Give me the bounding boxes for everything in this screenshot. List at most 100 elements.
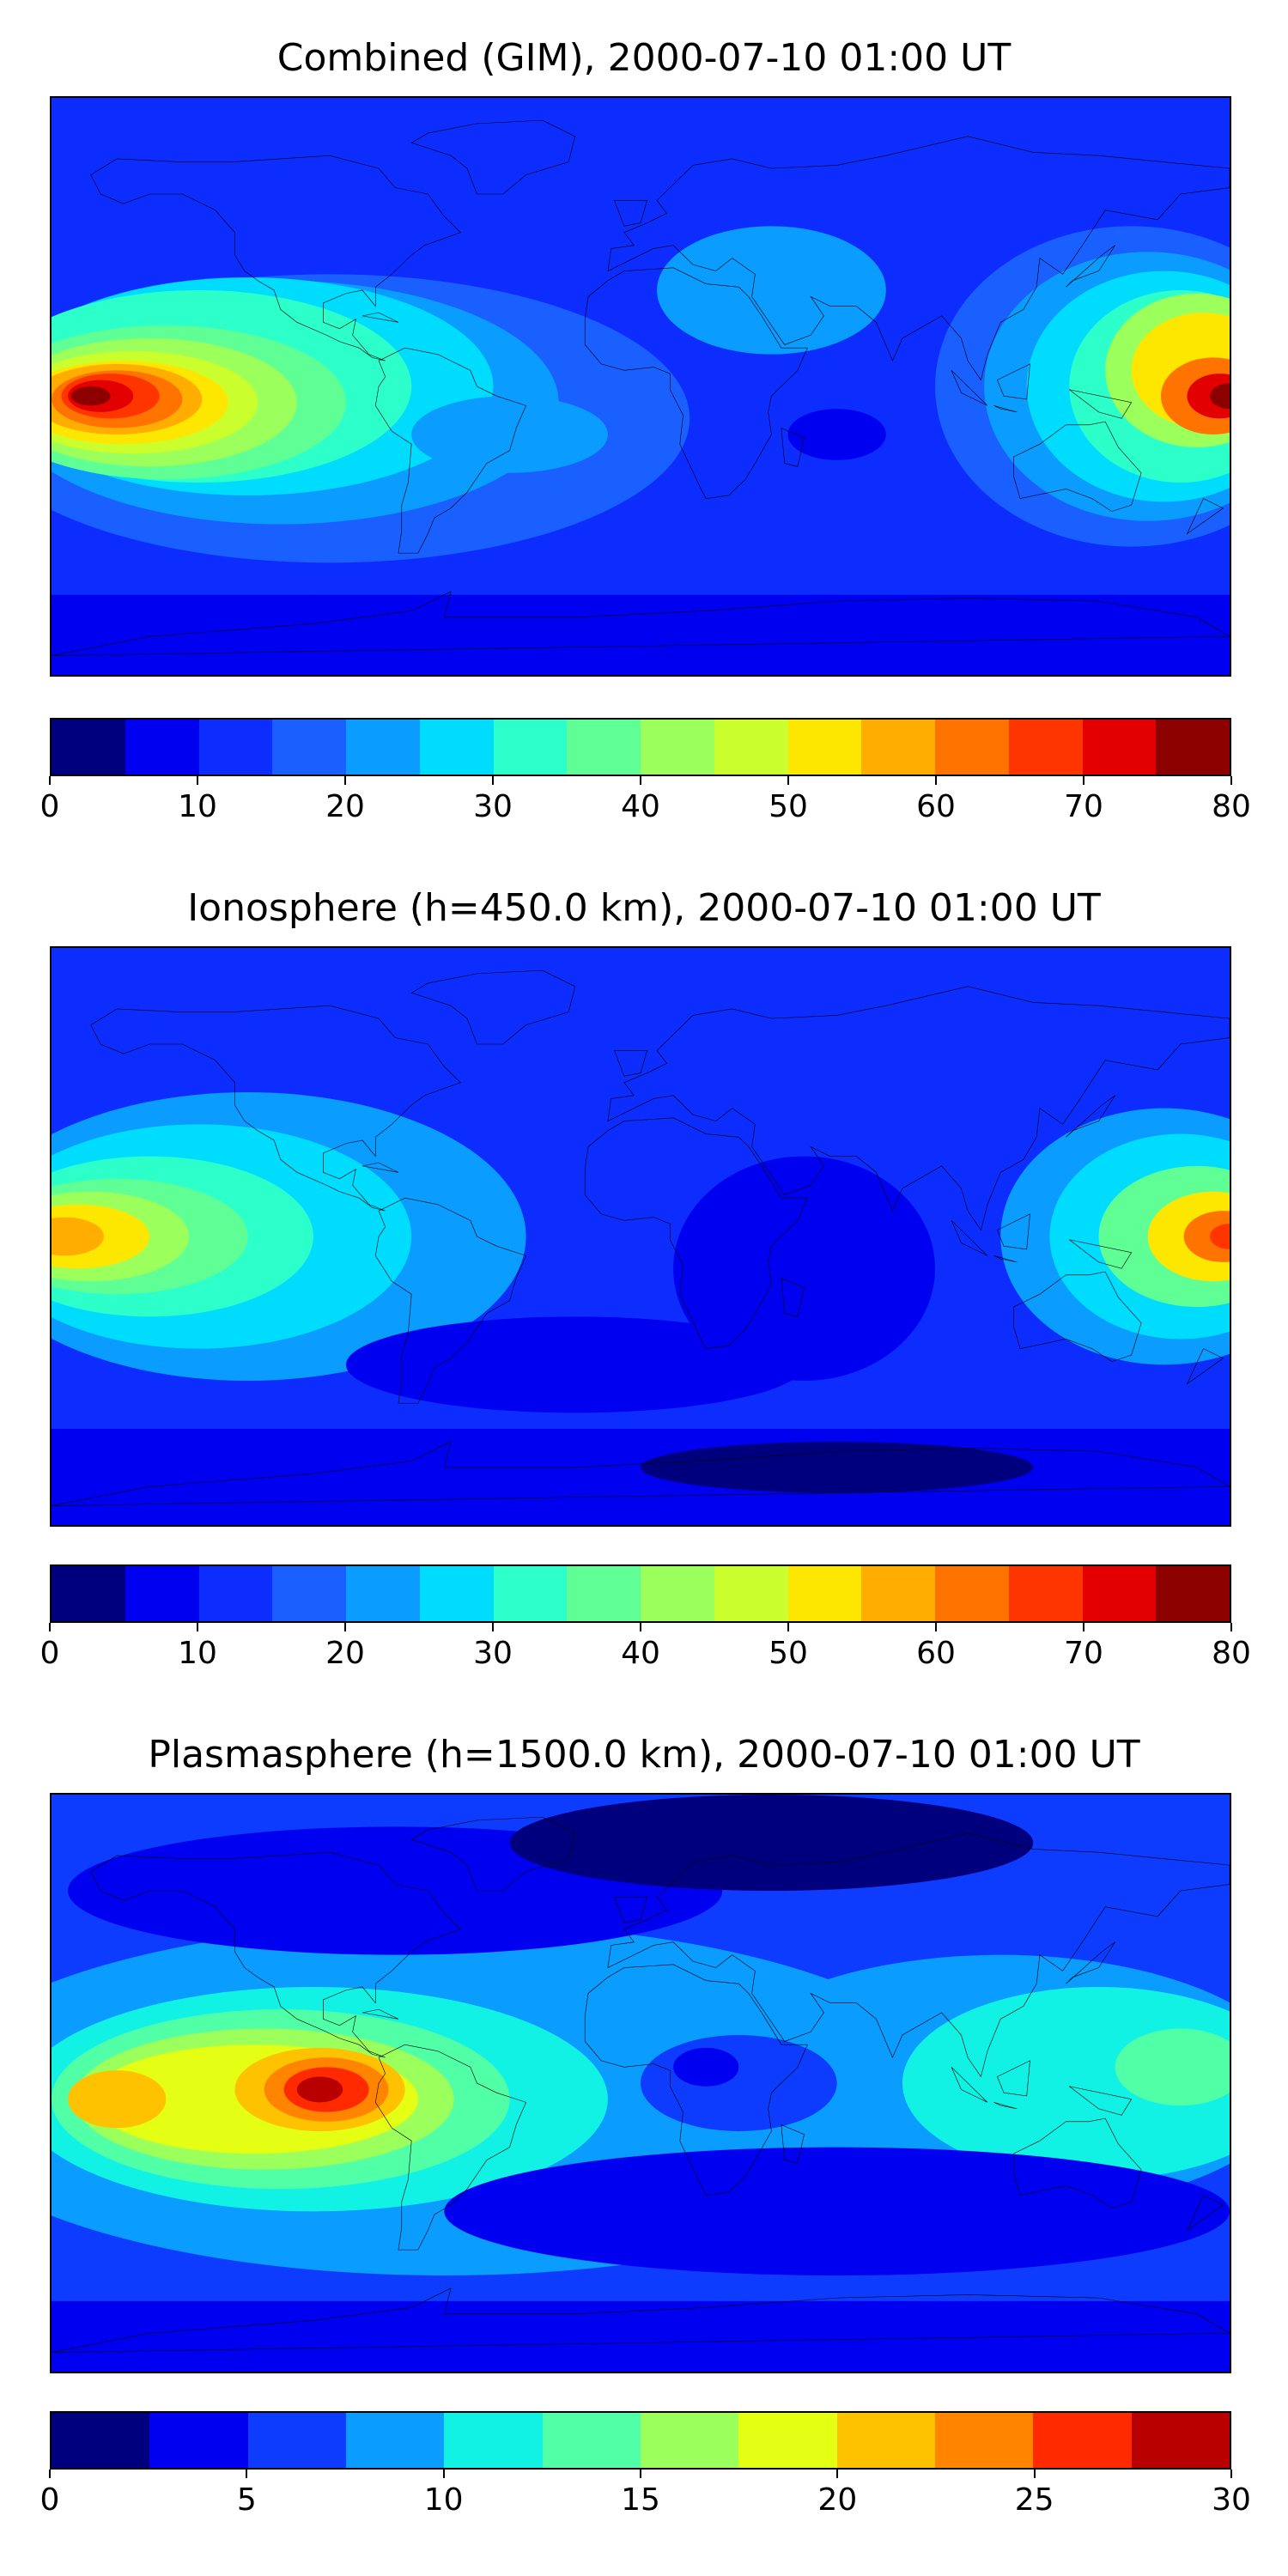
colorbar-tick-label: 60: [916, 1636, 956, 1671]
island-coastline: [1069, 2087, 1131, 2116]
coastline: [375, 348, 526, 553]
coastline: [52, 1442, 1230, 1506]
island-coastline: [997, 2061, 1030, 2096]
colorbar-tick-label: 80: [1212, 789, 1251, 824]
island-coastline: [1069, 390, 1131, 419]
colorbar-tick-label: 20: [325, 789, 365, 824]
colorbar-segment: [787, 1566, 862, 1621]
island-coastline: [615, 200, 647, 226]
colorbar-segment: [125, 1566, 199, 1621]
colorbar-segment: [738, 2413, 837, 2468]
colorbar-segment: [641, 720, 714, 775]
island-coastline: [1066, 1096, 1115, 1138]
island-coastline: [951, 2067, 987, 2102]
colorbar-segment: [542, 2413, 641, 2468]
colorbar-segment: [1008, 1566, 1083, 1621]
island-coastline: [951, 1220, 987, 1255]
colorbar-segment: [641, 1566, 714, 1621]
colorbar-tick-label: 25: [1014, 2482, 1054, 2518]
colorbar-tick-label: 50: [769, 1636, 808, 1671]
colorbar-segment: [198, 1566, 273, 1621]
colorbar-segment: [52, 1566, 125, 1621]
contour-band: [673, 2047, 739, 2087]
colorbar-tick-label: 30: [473, 789, 513, 824]
colorbar-segment: [346, 720, 420, 775]
colorbar-tick-label: 20: [817, 2482, 858, 2518]
colorbar-segment: [419, 1566, 494, 1621]
island-coastline: [997, 364, 1030, 399]
colorbar-segment: [1156, 720, 1230, 775]
contour-band: [1210, 1224, 1230, 1249]
colorbar-segment: [934, 2413, 1034, 2468]
colorbar-segment: [1033, 2413, 1132, 2468]
colorbar-tick-label: 70: [1064, 789, 1103, 824]
island-coastline: [994, 405, 1018, 411]
colorbar-tick-label: 10: [178, 1636, 217, 1671]
island-coastline: [997, 1214, 1030, 1249]
colorbar-ticks-ionosphere: 0 10 20 30 40 50 60 70 80: [40, 1623, 1251, 1674]
coastline: [585, 268, 807, 499]
island-coastline: [362, 313, 398, 322]
contour-band: [1115, 2028, 1230, 2106]
island-coastline: [1066, 1942, 1115, 1984]
island-coastline: [1187, 499, 1223, 534]
colorbar-tick-label: 0: [39, 1636, 60, 1671]
island-coastline: [781, 1279, 805, 1317]
colorbar-segment: [567, 1566, 641, 1621]
colorbar-tick-label: 40: [621, 1636, 660, 1671]
island-coastline: [615, 1050, 647, 1076]
coastline: [375, 1198, 526, 1403]
island-coastline: [951, 370, 987, 405]
contour-band: [641, 1441, 1034, 1493]
contour-band: [1210, 383, 1230, 410]
map-plasmasphere: [50, 1793, 1231, 2373]
colorbar-segment: [419, 720, 494, 775]
contour-band: [52, 2300, 1230, 2372]
colorbar-tick-label: 50: [769, 789, 808, 824]
coastline: [52, 592, 1230, 656]
colorbar-tick-label: 30: [473, 1636, 513, 1671]
colorbar-segment: [493, 1566, 568, 1621]
contour-band: [444, 2147, 1230, 2275]
coastline: [411, 970, 575, 1044]
coastline: [585, 1965, 807, 2196]
contour-band: [787, 409, 886, 460]
colorbar-segment: [1131, 2413, 1230, 2468]
colorbar-segment: [935, 720, 1009, 775]
island-coastline: [362, 1163, 398, 1172]
island-coastline: [615, 1897, 647, 1923]
coastline: [585, 1118, 807, 1349]
colorbar-segment: [272, 720, 346, 775]
contour-band: [52, 1429, 1230, 1525]
colorbar-ionosphere: [50, 1564, 1231, 1623]
colorbar-tick-label: 0: [39, 789, 60, 824]
map-ionosphere: [50, 946, 1231, 1527]
island-coastline: [994, 1255, 1018, 1261]
contour-band: [657, 226, 886, 355]
coastline: [411, 1817, 575, 1891]
coastline: [1013, 2118, 1141, 2208]
colorbar-tick-label: 10: [423, 2482, 464, 2518]
island-coastline: [1187, 1349, 1223, 1384]
panel-title-ionosphere: Ionosphere (h=450.0 km), 2000-07-10 01:0…: [187, 886, 1101, 930]
contour-band: [411, 396, 608, 473]
contour-band: [70, 386, 111, 406]
coastline: [91, 1005, 461, 1211]
contour-band: [1187, 374, 1230, 419]
colorbar-segment: [198, 720, 273, 775]
colorbar-segment: [567, 720, 641, 775]
island-coastline: [1066, 246, 1115, 288]
colorbar-tick-label: 15: [621, 2482, 660, 2518]
colorbar-ticks-plasmasphere: 0 5 10 15 20 25 30: [40, 2470, 1251, 2521]
coastline: [608, 1833, 1230, 2077]
coastline: [411, 120, 575, 194]
colorbar-segment: [714, 720, 788, 775]
contour-band: [673, 1156, 935, 1381]
colorbar-tick-label: 60: [916, 789, 956, 824]
panel-title-plasmasphere: Plasmasphere (h=1500.0 km), 2000-07-10 0…: [148, 1733, 1140, 1777]
colorbar-segment: [1156, 1566, 1230, 1621]
island-coastline: [781, 2125, 805, 2164]
colorbar-tick-label: 40: [621, 789, 660, 824]
colorbar-combined: [50, 718, 1231, 776]
contour-band: [68, 2070, 167, 2129]
